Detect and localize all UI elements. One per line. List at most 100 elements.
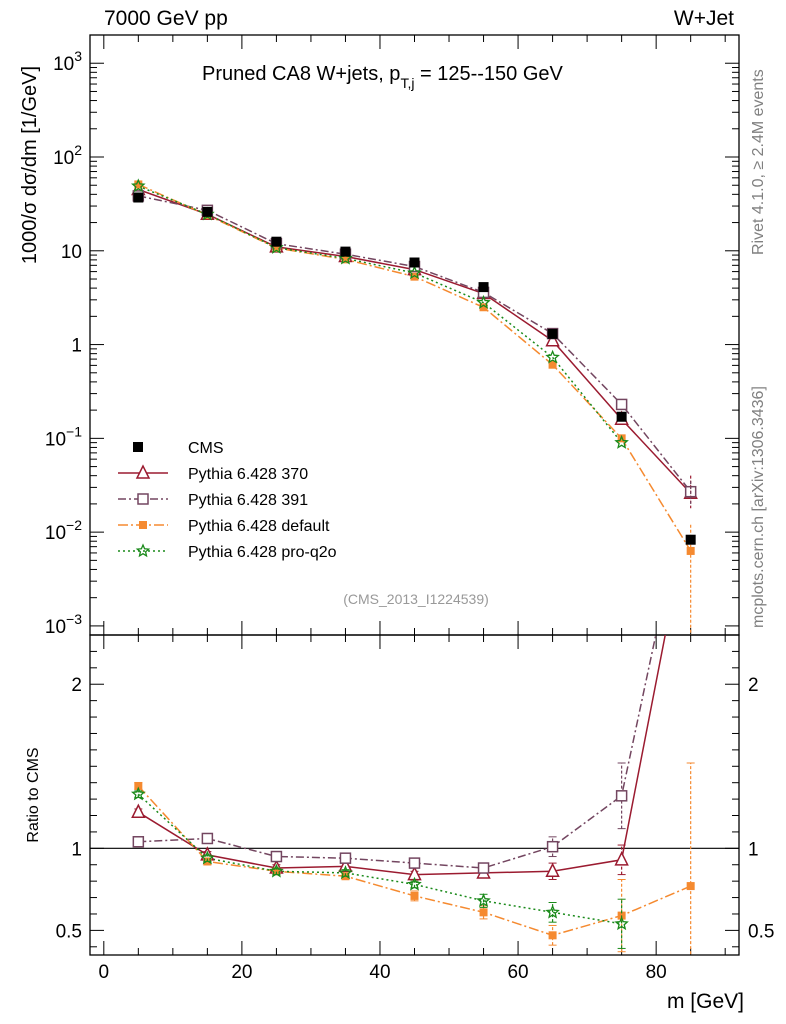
source-label: mcplots.cern.ch [arXiv:1306.3436]: [750, 386, 767, 628]
series-markers: [130, 178, 698, 955]
triangle-marker: [545, 332, 560, 347]
ratio-panel-frame: [89, 634, 740, 956]
legend-label: Pythia 6.428 391: [188, 492, 308, 509]
ratio-y-tick-label: 0.5: [56, 921, 82, 942]
triangle-marker: [614, 851, 629, 866]
y-tick-label: 102: [53, 142, 82, 169]
open-square-marker: [615, 398, 628, 411]
y-tick-label: 10: [61, 242, 82, 263]
cms-data-point: [340, 246, 351, 257]
chart-title-subscript: T,j: [400, 75, 414, 91]
legend-label: CMS: [188, 440, 224, 457]
x-tick-label: 0: [99, 962, 110, 983]
y-tick-label-base: 10: [45, 617, 66, 638]
legend: CMS Pythia 6.428 370 Pythia 6.428 391 Pythi…: [118, 440, 337, 561]
y-tick-label-base: 10: [45, 523, 66, 544]
open-square-marker: [686, 466, 696, 476]
analysis-id: (CMS_2013_I1224539): [343, 591, 489, 607]
star-marker: [130, 786, 146, 801]
y-axis-label: 1000/σ dσ/dm [1/GeV]: [19, 66, 41, 264]
star-marker: [476, 294, 491, 309]
star-marker: [407, 265, 422, 280]
axis-ticks: [90, 34, 739, 955]
ratio-y-tick-label: 1: [71, 839, 82, 860]
y-tick-label-base: 10: [61, 242, 82, 263]
star-marker: [135, 543, 151, 558]
filled-square-marker: [134, 180, 143, 189]
star-marker: [614, 916, 629, 931]
star-marker: [545, 349, 560, 364]
open-square-marker: [477, 862, 490, 874]
y-tick-label: 10−2: [45, 517, 82, 544]
process-label: W+Jet: [673, 7, 734, 30]
filled-square-marker: [272, 244, 281, 253]
x-axis-label: m [GeV]: [667, 990, 744, 1013]
legend-label: Pythia 6.428 370: [188, 466, 308, 483]
energy-label: 7000 GeV pp: [104, 7, 228, 30]
cms-data-point: [202, 206, 213, 217]
star-marker: [476, 893, 491, 908]
open-square-marker: [270, 850, 283, 863]
y-tick-label-base: 1: [71, 336, 82, 357]
cms-data-point: [547, 328, 558, 339]
filled-square-marker: [479, 303, 488, 312]
filled-square-marker: [686, 882, 695, 891]
filled-square-marker: [134, 781, 143, 790]
rivet-version-label: Rivet 4.1.0, ≥ 2.4M events: [750, 69, 767, 255]
y-tick-label-base: 10: [53, 54, 74, 75]
legend-cms-marker: [133, 442, 143, 452]
cms-data-point: [271, 236, 282, 247]
star-marker: [130, 178, 146, 193]
ratio-axis-label: Ratio to CMS: [25, 747, 42, 842]
filled-square-marker: [341, 255, 350, 264]
series-line-top: [138, 185, 623, 444]
ratio-panel-markers: [130, 466, 696, 955]
ratio-y-tick-label-right: 2: [748, 675, 759, 696]
cms-data-point: [409, 257, 420, 268]
open-square-marker: [615, 790, 628, 802]
triangle-marker: [131, 803, 146, 818]
y-tick-label-exponent: −2: [66, 517, 82, 533]
filled-square-marker: [548, 931, 557, 940]
cms-data-point: [133, 192, 144, 203]
chart-title-tail: = 125--150 GeV: [414, 63, 563, 85]
open-square-marker: [201, 832, 214, 845]
filled-square-marker: [272, 867, 281, 876]
open-square-marker: [132, 836, 145, 848]
legend-label: Pythia 6.428 pro-q2o: [188, 544, 337, 561]
ratio-y-tick-label: 2: [71, 675, 82, 696]
y-tick-label-exponent: −3: [66, 611, 82, 627]
star-marker: [338, 865, 353, 880]
open-square-marker: [546, 840, 559, 853]
triangle-marker: [135, 464, 151, 479]
filled-square-marker: [410, 272, 419, 281]
filled-square-marker: [139, 521, 147, 529]
series-line-top: [138, 195, 692, 493]
y-tick-label: 10−3: [45, 611, 82, 638]
x-tick-label: 20: [231, 962, 252, 983]
cms-data-point: [685, 534, 696, 545]
open-square-marker: [408, 857, 421, 869]
y-tick-label-exponent: 3: [74, 48, 82, 64]
cms-data-point: [478, 282, 489, 293]
filled-square-marker: [548, 360, 557, 369]
legend-label: Pythia 6.428 default: [188, 518, 330, 535]
y-tick-label: 10−1: [45, 423, 82, 450]
y-tick-label-base: 10: [45, 429, 66, 450]
y-tick-label: 103: [53, 48, 82, 75]
x-tick-label: 60: [507, 962, 528, 983]
ratio-y-tick-label-right: 0.5: [748, 921, 774, 942]
open-square-marker: [137, 493, 149, 505]
filled-square-marker: [479, 908, 488, 917]
star-marker: [545, 904, 560, 919]
x-tick-label: 40: [369, 962, 390, 983]
chart-title: Pruned CA8 W+jets, pT,j = 125--150 GeV: [202, 63, 564, 91]
star-marker: [200, 850, 215, 865]
series-line-ratio: [137, 793, 622, 925]
star-marker: [407, 876, 422, 891]
chart-title-main: Pruned CA8 W+jets, p: [202, 63, 400, 85]
cms-data-point: [616, 411, 627, 422]
ratio-y-tick-label-right: 1: [748, 839, 759, 860]
